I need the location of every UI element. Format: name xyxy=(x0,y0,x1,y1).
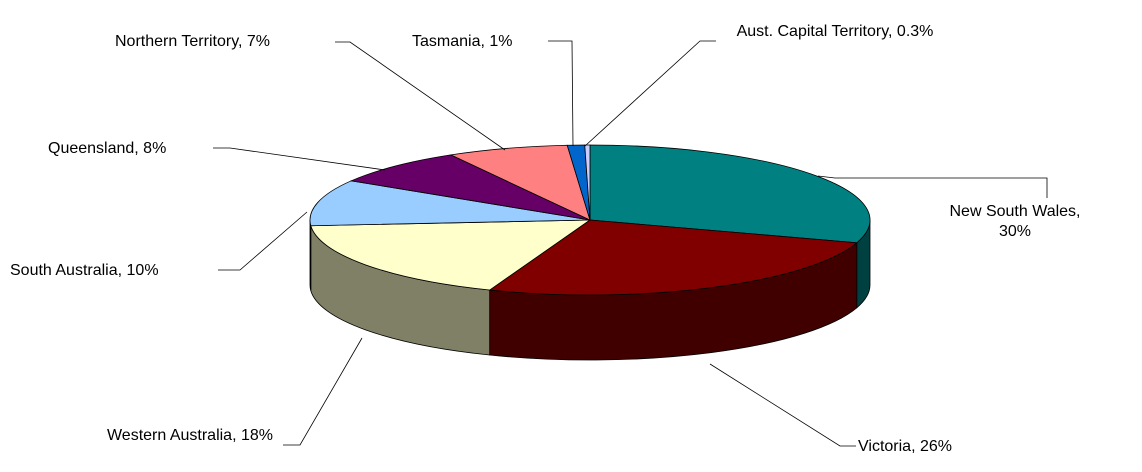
slice-side xyxy=(309,219,312,291)
data-label: South Australia, 10% xyxy=(10,262,159,279)
slice: South Australia xyxy=(309,180,591,227)
data-label: Aust. Capital Territory, 0.3% xyxy=(736,23,934,40)
leader-line xyxy=(817,175,1048,198)
data-label: Tasmania, 1% xyxy=(412,33,513,50)
slice: Queensland xyxy=(349,154,591,221)
slice: New South Wales xyxy=(589,144,871,244)
data-label: Northern Territory, 7% xyxy=(115,33,271,50)
data-label: Queensland, 8% xyxy=(48,140,167,157)
data-label: Victoria, 26% xyxy=(858,438,952,455)
slice: Western Australia xyxy=(310,219,592,291)
leader-line xyxy=(218,211,308,271)
leader-line xyxy=(709,363,856,447)
slice: Aust. Capital Territory xyxy=(584,144,591,221)
leader-line xyxy=(548,40,574,147)
data-label: New South Wales, 30% xyxy=(949,203,1081,240)
leader-line xyxy=(335,41,506,151)
slice: Northern Territory xyxy=(449,144,591,221)
leader-line xyxy=(584,40,716,147)
slice: Victoria xyxy=(488,219,858,296)
leader-line xyxy=(283,337,363,446)
data-label: Western Australia, 18% xyxy=(106,427,273,444)
leader-line xyxy=(213,147,386,171)
